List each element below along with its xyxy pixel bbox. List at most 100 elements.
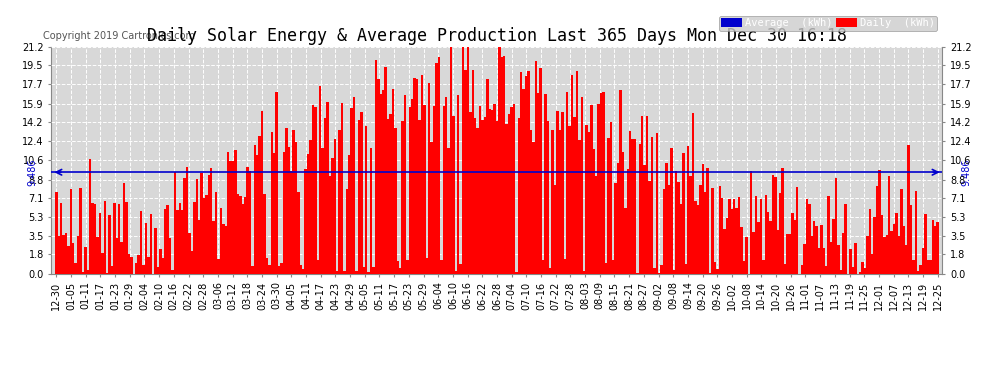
Bar: [769, 222, 772, 274]
Bar: [79, 188, 82, 274]
Bar: [273, 153, 275, 274]
Bar: [300, 265, 302, 274]
Bar: [64, 232, 67, 274]
Bar: [471, 70, 474, 274]
Bar: [900, 189, 903, 274]
Bar: [840, 270, 842, 274]
Bar: [808, 204, 811, 274]
Bar: [454, 272, 457, 274]
Bar: [525, 76, 528, 274]
Bar: [183, 178, 186, 274]
Bar: [820, 225, 823, 274]
Bar: [156, 267, 159, 274]
Bar: [905, 245, 908, 274]
Bar: [365, 126, 367, 274]
Bar: [280, 263, 283, 274]
Bar: [469, 112, 471, 274]
Bar: [803, 244, 806, 274]
Bar: [573, 117, 575, 274]
Bar: [138, 255, 140, 274]
Bar: [94, 204, 96, 274]
Bar: [225, 226, 227, 274]
Bar: [786, 234, 789, 274]
Bar: [506, 124, 508, 274]
Bar: [60, 202, 62, 274]
Bar: [854, 243, 856, 274]
Bar: [667, 185, 670, 274]
Bar: [126, 202, 128, 274]
Bar: [128, 254, 130, 274]
Bar: [733, 200, 736, 274]
Bar: [835, 178, 838, 274]
Bar: [615, 183, 617, 274]
Bar: [726, 218, 729, 274]
Bar: [833, 219, 835, 274]
Bar: [689, 176, 692, 274]
Bar: [123, 183, 126, 274]
Bar: [104, 201, 106, 274]
Bar: [645, 116, 648, 274]
Bar: [677, 182, 680, 274]
Bar: [116, 238, 118, 274]
Bar: [428, 82, 431, 274]
Bar: [883, 237, 886, 274]
Bar: [374, 60, 377, 274]
Bar: [692, 112, 694, 274]
Bar: [927, 260, 930, 274]
Bar: [161, 258, 164, 274]
Bar: [327, 102, 329, 274]
Bar: [348, 155, 350, 274]
Bar: [186, 167, 188, 274]
Bar: [82, 272, 84, 274]
Bar: [888, 176, 890, 274]
Bar: [443, 106, 445, 274]
Bar: [607, 138, 610, 274]
Bar: [394, 128, 397, 274]
Bar: [580, 98, 583, 274]
Bar: [447, 148, 449, 274]
Bar: [377, 79, 379, 274]
Bar: [508, 114, 510, 274]
Bar: [258, 136, 261, 274]
Bar: [714, 262, 716, 274]
Bar: [55, 192, 57, 274]
Bar: [868, 210, 871, 274]
Bar: [774, 177, 776, 274]
Bar: [687, 146, 689, 274]
Bar: [806, 199, 808, 274]
Bar: [370, 148, 372, 274]
Bar: [423, 105, 426, 274]
Bar: [903, 226, 905, 274]
Bar: [329, 176, 331, 274]
Bar: [253, 145, 256, 274]
Bar: [697, 205, 699, 274]
Bar: [830, 242, 833, 274]
Bar: [759, 200, 762, 274]
Bar: [414, 78, 416, 274]
Bar: [74, 264, 77, 274]
Bar: [503, 56, 506, 274]
Bar: [372, 267, 374, 274]
Bar: [716, 269, 719, 274]
Bar: [459, 264, 462, 274]
Bar: [617, 164, 620, 274]
Bar: [287, 147, 290, 274]
Bar: [181, 210, 183, 274]
Bar: [825, 266, 828, 274]
Bar: [632, 139, 634, 274]
Bar: [404, 95, 406, 274]
Bar: [360, 112, 362, 274]
Bar: [416, 79, 419, 274]
Bar: [314, 107, 317, 274]
Bar: [588, 132, 590, 274]
Bar: [324, 118, 327, 274]
Bar: [191, 251, 193, 274]
Bar: [675, 171, 677, 274]
Bar: [910, 206, 912, 274]
Bar: [731, 209, 733, 274]
Bar: [595, 176, 597, 274]
Bar: [275, 92, 278, 274]
Bar: [486, 80, 488, 274]
Bar: [738, 197, 741, 274]
Bar: [205, 195, 208, 274]
